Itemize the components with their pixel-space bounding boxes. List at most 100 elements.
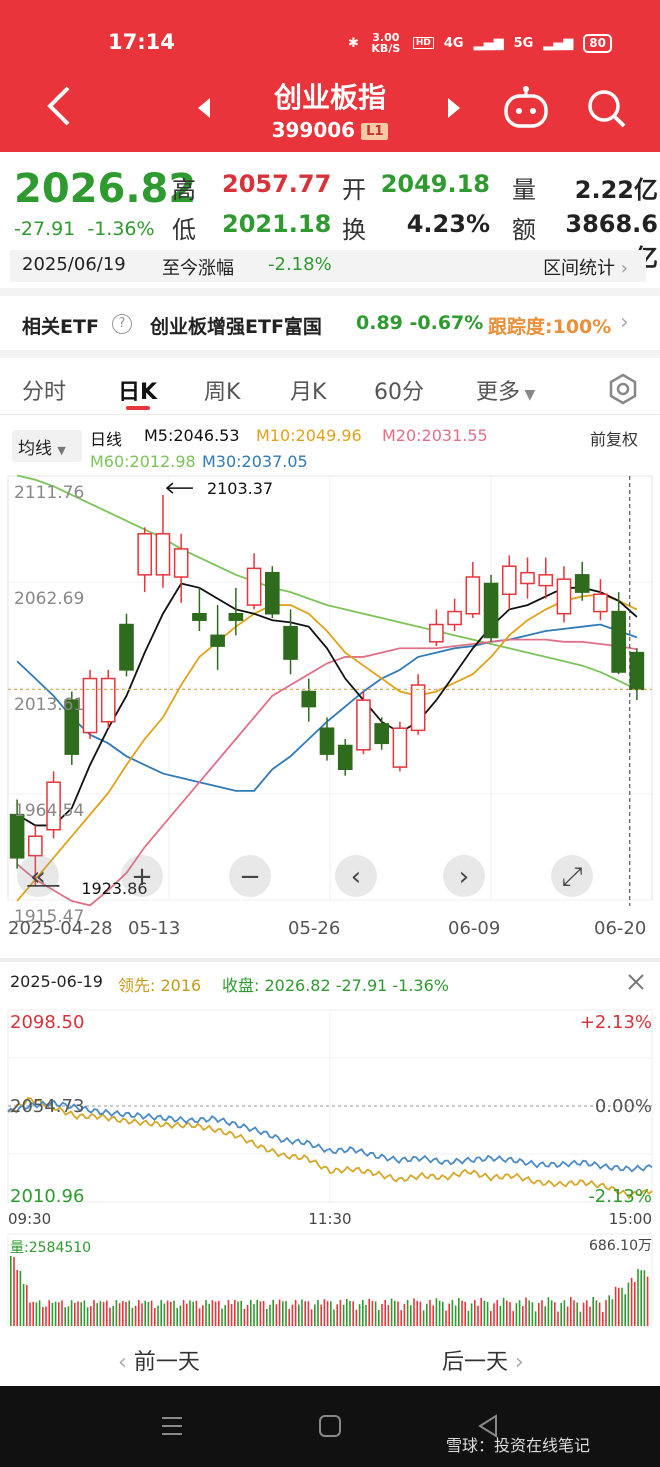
zoom-in-icon-bg (121, 855, 163, 897)
volume-bar (147, 1301, 150, 1326)
volume-bar (634, 1282, 636, 1326)
tab-60min[interactable]: 60分 (374, 380, 424, 405)
prev-stock-icon[interactable] (194, 96, 214, 120)
x-tick-label: 11:30 (308, 1210, 351, 1228)
zoom-left-double-icon-glyph: « (30, 862, 46, 892)
volume-bar (579, 1311, 582, 1326)
volume-bar (214, 1301, 217, 1326)
kline-chart[interactable]: 2111.76 2062.69 2013.61 1964.54 1915.47 2103.… (0, 420, 660, 950)
pan-right-icon-glyph: › (459, 862, 469, 892)
volume-bar (640, 1270, 642, 1326)
volume-bar (173, 1300, 175, 1326)
interval-stats-label: 区间统计 (543, 258, 616, 279)
volume-bar (355, 1309, 358, 1326)
volume-bar (483, 1300, 486, 1326)
volume-bar (227, 1300, 230, 1326)
search-icon[interactable] (586, 88, 628, 130)
candle-body (356, 699, 371, 751)
volume-bar (467, 1310, 470, 1326)
volume-max-label: 686.10万 (589, 1238, 652, 1254)
candle-body (410, 684, 426, 732)
volume-bar (614, 1286, 617, 1326)
max-arrow-head (165, 482, 174, 494)
related-etf-row[interactable]: 相关ETF ? 创业板增强ETF富国 0.89 -0.67% 跟踪度:100% … (0, 298, 660, 350)
tab-week-k[interactable]: 周K (204, 380, 241, 405)
candle-body (100, 677, 116, 723)
volume-bar (211, 1300, 214, 1326)
close-line (7, 1099, 653, 1173)
close-icon[interactable] (626, 972, 646, 992)
back-triangle-icon[interactable] (476, 1414, 500, 1438)
prev-day-button[interactable]: ‹ 前一天 (118, 1344, 200, 1376)
etf-pct: -0.67% (409, 312, 484, 334)
intraday-chart[interactable]: 2098.50 2054.73 2010.96 +2.13% 0.00% -2.13% 09… (0, 1000, 660, 1340)
volume-bar (154, 1307, 156, 1326)
tab-more-label: 更多 (476, 380, 521, 405)
pan-left-icon[interactable]: ‹ (335, 855, 377, 897)
level-badge: L1 (361, 123, 389, 140)
volume-bar (413, 1298, 415, 1326)
turnover-value: 4.23% (406, 210, 490, 238)
volume-bar (570, 1297, 572, 1326)
next-stock-icon[interactable] (444, 96, 464, 120)
volume-bar (141, 1303, 143, 1326)
battery: 80 (583, 33, 612, 53)
pan-left-icon-bg (335, 855, 377, 897)
volume-bar (90, 1306, 92, 1326)
robot-assistant-icon[interactable] (502, 84, 550, 130)
candle-body (119, 623, 134, 671)
y-tick-label: 1964.54 (14, 801, 84, 821)
volume-bar (522, 1306, 524, 1326)
help-icon[interactable]: ? (112, 314, 132, 334)
volume-bar (618, 1287, 620, 1326)
back-arrow-icon[interactable] (40, 84, 80, 128)
volume-bar (48, 1300, 50, 1326)
pan-right-icon[interactable]: › (443, 855, 485, 897)
zoom-left-double-icon-bg (17, 855, 59, 897)
zoom-left-double-icon[interactable]: « (17, 855, 59, 897)
volume-bar (573, 1300, 575, 1326)
settings-gear-icon[interactable] (606, 372, 640, 406)
menu-icon[interactable] (160, 1414, 184, 1438)
volume-bar (102, 1302, 105, 1326)
volume-bar (189, 1300, 191, 1326)
candle-body (520, 571, 535, 585)
volume-bar (35, 1302, 38, 1326)
volume-bar (605, 1300, 607, 1326)
volume-bar (582, 1302, 585, 1326)
volume-bar (138, 1300, 140, 1326)
caret-down-icon: ▼ (57, 444, 66, 457)
tab-day-k[interactable]: 日K (118, 380, 158, 405)
tab-fenshi[interactable]: 分时 (22, 380, 67, 405)
adjust-label[interactable]: 前复权 (590, 430, 639, 449)
tab-more[interactable]: 更多 ▼ (476, 374, 535, 406)
next-day-button[interactable]: 后一天 › (442, 1344, 524, 1376)
volume-bar (176, 1308, 178, 1326)
tab-month-k[interactable]: 月K (290, 380, 327, 405)
intraday-close: 收盘: 2026.82 -27.91 -1.36% (222, 976, 449, 995)
ma-selector[interactable]: 均线 ▼ (12, 430, 82, 462)
volume-bar (122, 1300, 124, 1326)
zoom-in-icon[interactable]: + (121, 855, 163, 897)
fullscreen-icon[interactable]: ⤢ (551, 855, 593, 897)
zoom-out-icon[interactable]: − (229, 855, 271, 897)
volume-bar (419, 1301, 422, 1326)
candle-body (337, 744, 353, 771)
volume-bar (499, 1305, 502, 1326)
volume-bar (240, 1300, 242, 1326)
home-icon[interactable] (318, 1414, 342, 1438)
interval-stats-button[interactable]: 区间统计 › (543, 254, 628, 280)
candle-body (155, 533, 171, 576)
open-value: 2049.18 (380, 170, 490, 198)
etf-tracking: 跟踪度:100% (488, 316, 612, 338)
volume-bar (51, 1302, 54, 1326)
volume-bar (13, 1257, 15, 1326)
volume-bar (470, 1303, 473, 1326)
max-label: 2103.37 (207, 479, 273, 498)
candle-body (392, 727, 408, 768)
divider (0, 288, 660, 296)
x-tick-label: 06-09 (448, 918, 500, 939)
etf-price: 0.89 -0.67% (356, 312, 483, 334)
signal-5g: 5G (513, 35, 534, 51)
